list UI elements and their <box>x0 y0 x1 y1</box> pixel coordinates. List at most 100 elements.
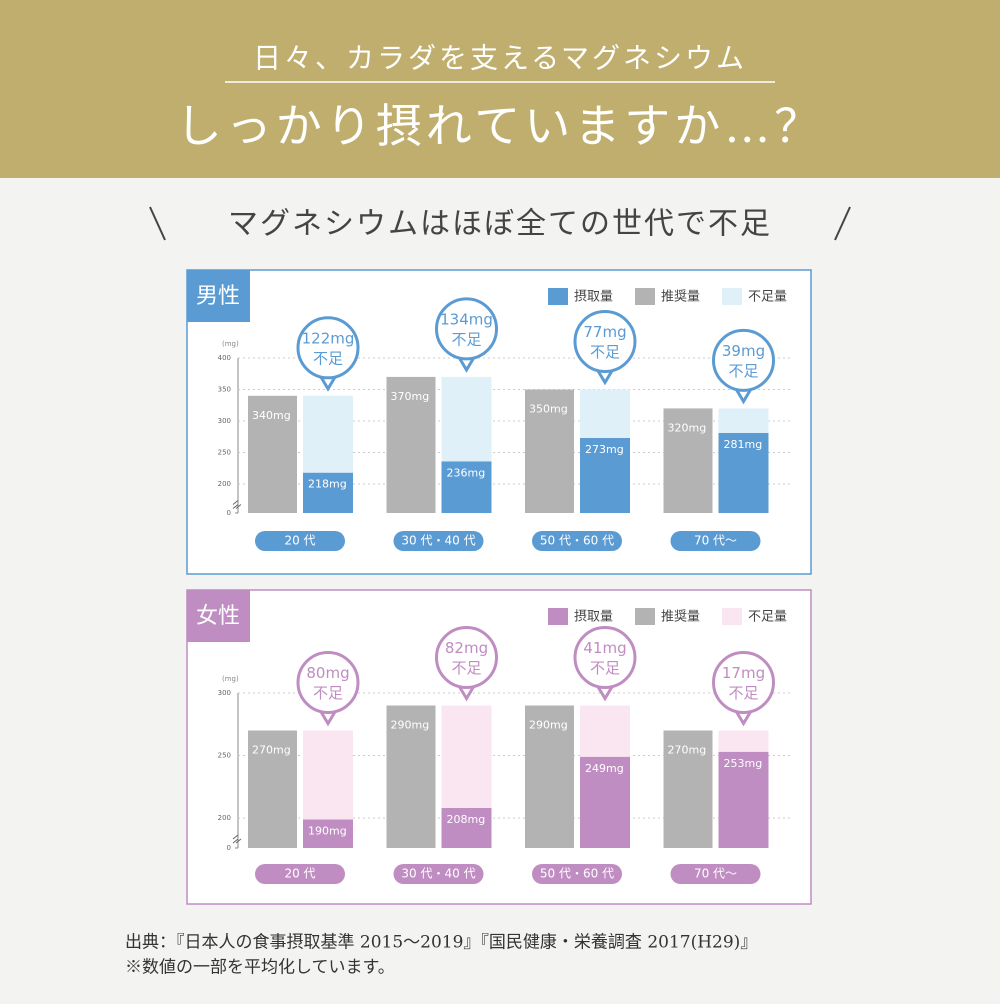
x-tick-label: 20 代 <box>284 867 315 881</box>
category-pill <box>532 864 622 884</box>
callout <box>435 297 498 361</box>
y-unit: (mg) <box>222 340 239 348</box>
callout-value: 122mg <box>302 329 355 347</box>
category-pill <box>393 531 484 551</box>
legend-swatch <box>635 608 655 625</box>
recommended-bar <box>386 705 436 848</box>
intake-bar <box>303 472 353 513</box>
callout-value: 77mg <box>583 323 626 341</box>
y-tick-label: 200 <box>218 480 231 488</box>
x-tick-label: 70 代〜 <box>694 867 737 881</box>
panel-title: 女性 <box>196 604 240 629</box>
recommended-bar <box>525 705 574 848</box>
recommended-bar <box>248 395 297 513</box>
shortfall-bar <box>580 389 630 439</box>
intake-bar <box>718 432 769 513</box>
callout <box>296 316 360 380</box>
recommended-bar <box>525 389 574 513</box>
value-label: 208mg <box>447 813 486 826</box>
y-tick-label: 350 <box>218 386 231 394</box>
y-tick-label: 300 <box>218 689 231 697</box>
value-label: 270mg <box>668 744 707 757</box>
recommended-bar <box>248 730 297 848</box>
value-label: 290mg <box>529 719 568 732</box>
legend-label: 不足量 <box>748 290 787 305</box>
value-label: 370mg <box>391 390 430 403</box>
callout-value: 39mg <box>722 342 765 360</box>
shortfall-bar <box>580 705 630 757</box>
y-tick-label: 0 <box>227 844 231 852</box>
value-label: 190mg <box>308 825 347 838</box>
header-band <box>0 0 1000 178</box>
x-tick-label: 50 代・60 代 <box>540 867 614 881</box>
callout <box>573 626 637 689</box>
x-tick-label: 70 代〜 <box>694 534 737 548</box>
y-tick-label: 300 <box>218 417 231 425</box>
panel-label-box <box>187 270 250 322</box>
recommended-bar <box>663 408 713 513</box>
callout-value: 17mg <box>722 664 765 682</box>
callout-text: 不足 <box>590 343 620 361</box>
value-label: 218mg <box>308 478 347 491</box>
value-label: 273mg <box>585 443 624 456</box>
callout-value: 134mg <box>440 310 493 328</box>
recommended-bar <box>386 376 436 513</box>
callout-text: 不足 <box>313 684 343 702</box>
callout-value: 41mg <box>583 639 626 657</box>
category-pill <box>255 864 345 884</box>
y-tick-label: 250 <box>218 752 231 760</box>
category-pill <box>670 531 761 551</box>
footnote: ※数値の一部を平均化しています。 <box>125 958 395 978</box>
value-label: 253mg <box>724 757 763 770</box>
category-pill <box>393 864 484 884</box>
y-unit: (mg) <box>222 675 239 683</box>
axis-break <box>232 834 242 844</box>
intake-bar <box>580 438 630 513</box>
x-tick-label: 50 代・60 代 <box>540 534 614 548</box>
y-tick-label: 250 <box>218 449 231 457</box>
panel-label-box <box>187 590 250 642</box>
intake-bar <box>441 808 492 848</box>
slash <box>149 206 166 241</box>
kicker: 日々、カラダを支えるマグネシウム <box>253 42 747 75</box>
callout <box>712 328 775 392</box>
axis-break <box>232 500 242 509</box>
callout <box>573 310 637 373</box>
legend-swatch <box>722 288 742 305</box>
intake-bar <box>718 751 769 848</box>
callout-text: 不足 <box>451 330 481 348</box>
panel-title: 男性 <box>196 284 240 309</box>
callout-value: 80mg <box>306 664 349 682</box>
x-tick-label: 30 代・40 代 <box>401 534 475 548</box>
callout-text: 不足 <box>451 659 481 677</box>
intake-bar <box>580 756 630 848</box>
callout-value: 82mg <box>445 639 488 657</box>
x-tick-label: 30 代・40 代 <box>401 867 475 881</box>
callout <box>296 651 360 714</box>
callout-text: 不足 <box>728 684 758 702</box>
callout <box>712 651 775 714</box>
slash <box>834 206 851 241</box>
legend-label: 摂取量 <box>574 609 613 625</box>
category-pill <box>532 531 622 551</box>
legend-label: 不足量 <box>748 610 787 625</box>
legend-label: 推奨量 <box>661 290 700 305</box>
value-label: 350mg <box>529 403 568 416</box>
y-tick-label: 0 <box>227 509 231 517</box>
shortfall-bar <box>718 730 769 752</box>
x-tick-label: 20 代 <box>284 534 315 548</box>
value-label: 236mg <box>447 466 486 479</box>
callout-text: 不足 <box>313 349 343 367</box>
shortfall-bar <box>303 395 353 473</box>
category-pill <box>670 864 761 884</box>
value-label: 320mg <box>668 421 707 434</box>
category-pill <box>255 531 345 551</box>
legend-swatch <box>722 608 742 625</box>
callout-text: 不足 <box>590 659 620 677</box>
shortfall-bar <box>303 730 353 820</box>
value-label: 290mg <box>391 719 430 732</box>
value-label: 249mg <box>585 762 624 775</box>
legend-swatch <box>548 608 568 625</box>
